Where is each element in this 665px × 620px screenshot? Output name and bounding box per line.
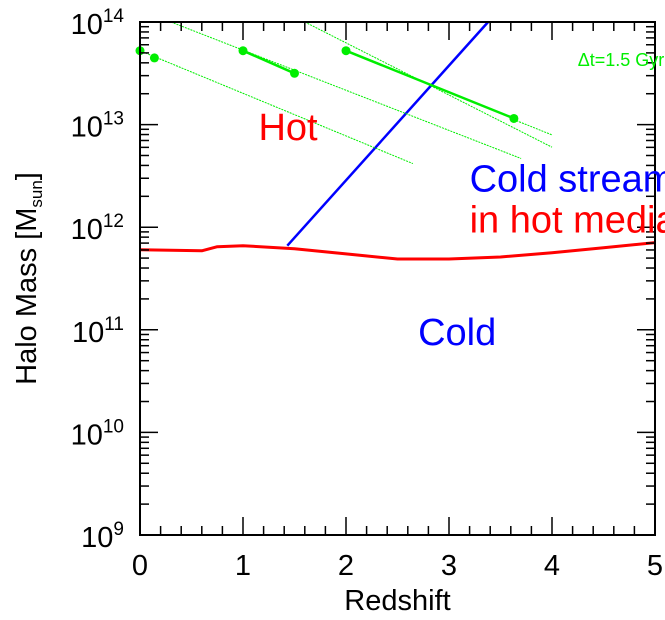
series-line-trajectory-bold [345,49,515,120]
y-tick-label: 1013 [71,109,124,144]
series-line-trajectory-bold [242,49,296,75]
x-tick-label: 4 [544,550,560,582]
x-tick-label: 2 [338,550,354,582]
axis-labels: 0 1 2 3 4 5 109 1010 1011 1012 1013 1014 Redshift Hal… [11,6,665,617]
chart-marks [135,21,656,261]
trajectory-point [238,46,248,56]
y-tick-label: 1014 [71,6,125,41]
axis-ticks [139,21,656,536]
x-tick-label: 3 [441,550,457,582]
region-label: in hot media [470,199,665,241]
x-tick-label: 1 [235,550,251,582]
series-line-cold-streams-boundary [286,21,490,247]
region-label: Cold streams [470,158,665,200]
trajectory-point [149,53,159,63]
y-tick-label: 1011 [72,314,124,349]
trajectory-point [341,46,351,56]
y-tick-label: 109 [81,519,124,554]
y-tick-label: 1010 [71,416,124,451]
x-tick-label: 5 [647,550,663,582]
series-line-trajectory-thin [139,50,414,165]
series-line-hot-boundary [139,241,656,261]
region-label: Hot [258,107,318,149]
series-line-trajectory-thin [170,21,522,159]
y-tick-label: 1012 [71,211,124,246]
x-axis-title: Redshift [344,585,450,617]
trajectory-point [290,68,299,78]
delta-t-annotation: Δt=1.5 Gyr [578,50,665,70]
plot-frame [139,21,656,536]
y-axis-title: Halo Mass [Msun] [11,172,46,385]
x-tick-label: 0 [132,550,148,582]
series-line-trajectory-thin [510,117,553,136]
trajectory-point [509,113,519,123]
region-label: Cold [418,312,496,354]
